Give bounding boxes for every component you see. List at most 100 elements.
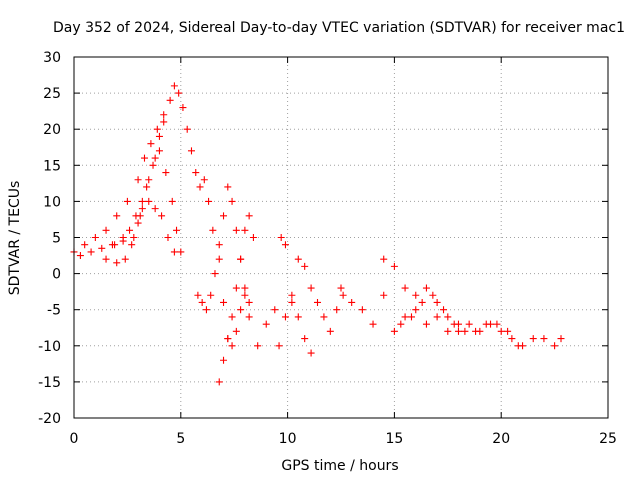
data-point [237,306,245,314]
data-point [397,320,405,328]
data-point [294,313,302,321]
data-point [241,284,249,292]
data-point [113,259,121,267]
data-point [337,284,345,292]
data-point [175,89,183,97]
data-point [433,298,441,306]
data-point [358,306,366,314]
data-point [412,306,420,314]
data-point [320,313,328,321]
data-point [288,291,296,299]
data-point [412,291,420,299]
data-point [113,212,121,220]
data-point [514,342,522,350]
data-point [134,219,142,227]
data-point [401,313,409,321]
data-point [557,335,565,343]
data-point [149,161,157,169]
data-point [472,327,480,335]
data-point [98,244,106,252]
x-tick-label: 10 [279,431,297,447]
data-point [275,342,283,350]
data-point [245,212,253,220]
series-track-9 [275,298,315,357]
data-point [390,327,398,335]
data-point [294,255,302,263]
data-point [215,255,223,263]
data-point [111,241,119,249]
data-point [177,248,185,256]
data-point [418,298,426,306]
data-point [147,140,155,148]
data-point [307,284,315,292]
data-point [245,298,253,306]
data-point [102,255,110,263]
data-point [160,111,168,119]
data-point [551,342,559,350]
data-point [241,291,249,299]
data-point [202,306,210,314]
data-point [348,298,356,306]
data-point [153,125,161,133]
axis-ticks [73,56,609,419]
series-track-4 [113,118,168,267]
y-tick-label: 0 [52,267,61,283]
data-point [254,342,262,350]
data-point [281,313,289,321]
x-axis-label: GPS time / hours [281,458,398,474]
data-point [307,349,315,357]
data-point [145,197,153,205]
data-point [130,234,138,241]
data-point [440,306,448,314]
data-point [326,327,334,335]
data-point [183,125,191,133]
data-point [429,291,437,299]
data-point [76,252,84,260]
y-tick-label: 30 [43,50,61,66]
data-point [232,226,240,234]
data-point [228,313,236,321]
series-track-6 [215,291,253,386]
data-point [333,306,341,314]
y-tick-labels: -20 -15 -10 -5 0 5 10 15 20 25 30 [38,50,61,427]
y-tick-label: -15 [38,375,61,391]
y-tick-label: 15 [43,158,61,174]
data-point [228,197,236,205]
data-point [339,291,347,299]
series-track-3 [102,197,178,263]
data-point [465,320,473,328]
data-point [192,169,200,177]
data-point [245,313,253,321]
data-point [173,226,181,234]
data-point [271,306,279,314]
data-point [482,320,490,328]
x-tick-label: 20 [492,431,510,447]
y-tick-label: 10 [43,194,61,210]
data-point [497,327,505,335]
data-point [369,320,377,328]
data-point [215,241,223,249]
data-point [241,226,249,234]
data-point [155,147,163,155]
data-point [401,284,409,292]
data-point [151,205,159,213]
y-tick-label: 20 [43,122,61,138]
data-point [102,226,110,234]
series-track-11 [380,255,565,350]
data-point [237,255,245,263]
data-point [301,335,309,343]
y-axis-label: SDTVAR / TECUs [7,181,23,296]
x-tick-label: 25 [599,431,617,447]
data-point [422,320,430,328]
data-point [380,291,388,299]
data-point [170,82,178,90]
x-tick-label: 15 [385,431,403,447]
data-point [508,335,516,343]
data-point [380,255,388,263]
data-point [164,234,172,241]
data-point [138,205,146,213]
data-point [138,197,146,205]
series-track-2 [76,147,185,260]
data-point [121,255,129,263]
data-point [187,147,195,155]
